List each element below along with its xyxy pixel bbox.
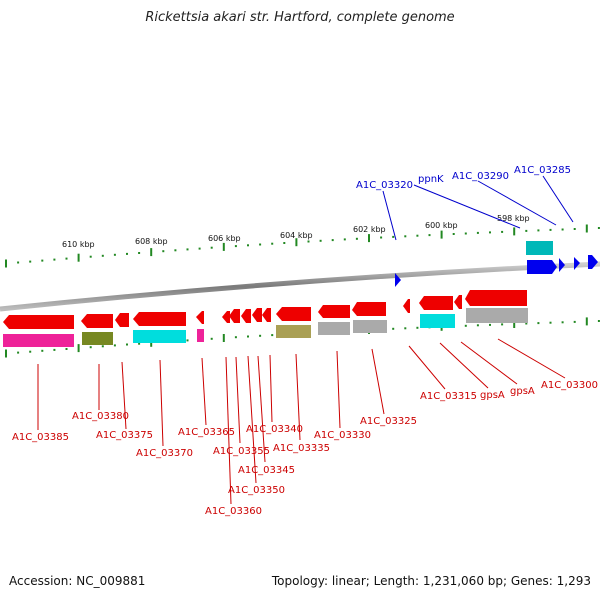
gene-label-a1c-03355: A1C_03355	[213, 446, 270, 457]
scale-label-606: 606 kbp	[208, 234, 241, 243]
gene-arrow-a1c-03335[interactable]	[276, 307, 311, 321]
gene-label-a1c-03290: A1C_03290	[452, 171, 509, 182]
gene-arrow-gpsa-1[interactable]	[419, 296, 453, 310]
cog-box-a1c-03380	[82, 332, 113, 345]
gene-label-a1c-03370: A1C_03370	[136, 448, 193, 459]
gene-arrow-a1c-03290[interactable]	[559, 258, 565, 272]
gene-label-a1c-03285: A1C_03285	[514, 165, 571, 176]
scale-labels: 610 kbp 608 kbp 606 kbp 604 kbp 602 kbp …	[62, 214, 530, 249]
gene-label-a1c-03375: A1C_03375	[96, 430, 153, 441]
gene-arrow-a1c-03375[interactable]	[115, 313, 129, 327]
cog-box-a1c-03330	[318, 322, 350, 335]
gene-arrow-a1c-03340[interactable]	[262, 308, 271, 322]
cog-box-a1c-03335	[276, 325, 311, 338]
scale-label-600: 600 kbp	[425, 221, 458, 230]
gene-arrow-a1c-03355[interactable]	[229, 309, 240, 323]
gene-arrow-a1c-03315[interactable]	[403, 299, 410, 313]
gene-arrow-a1c-03385[interactable]	[3, 315, 74, 329]
gene-arrow-a1c-03370[interactable]	[133, 312, 186, 326]
reverse-strand-genes	[3, 290, 527, 329]
gene-label-gpsa-2: gpsA	[510, 386, 535, 397]
cog-box-a1c-03385	[3, 334, 74, 347]
gene-arrow-a1c-03300[interactable]	[465, 290, 527, 306]
reverse-leader-lines	[37, 338, 566, 505]
accession-text: Accession: NC_009881	[9, 574, 146, 588]
gene-arrow-a1c-03345[interactable]	[252, 308, 262, 322]
gene-label-ppnk: ppnK	[418, 174, 444, 185]
scale-ticks-upper	[5, 224, 600, 268]
cog-box-a1c-03365	[197, 329, 204, 342]
gene-label-a1c-03300: A1C_03300	[541, 380, 598, 391]
scale-label-604: 604 kbp	[280, 231, 313, 240]
gene-arrow-gpsa-2[interactable]	[454, 295, 462, 309]
reverse-gene-labels: A1C_03385 A1C_03380 A1C_03375 A1C_03370 …	[12, 380, 598, 517]
gene-label-a1c-03330: A1C_03330	[314, 430, 371, 441]
topology-text: Topology: linear; Length: 1,231,060 bp; …	[271, 574, 591, 588]
gene-arrow-a1c-03330[interactable]	[318, 305, 350, 318]
gene-arrow-a1c-03285[interactable]	[574, 257, 580, 270]
gene-label-a1c-03385: A1C_03385	[12, 432, 69, 443]
gene-arrow-ppnk[interactable]	[527, 260, 557, 274]
gene-label-a1c-03360: A1C_03360	[205, 506, 262, 517]
forward-gene-labels: A1C_03320 ppnK A1C_03290 A1C_03285	[356, 165, 571, 191]
forward-strand-genes	[395, 241, 598, 287]
gene-arrow-a1c-03360[interactable]	[222, 311, 230, 323]
gene-label-a1c-03315: A1C_03315	[420, 391, 477, 402]
gene-label-a1c-03380: A1C_03380	[72, 411, 129, 422]
gene-label-a1c-03365: A1C_03365	[178, 427, 235, 438]
gene-arrow-a1c-03320[interactable]	[395, 273, 401, 287]
genome-backbone	[0, 261, 600, 312]
scale-label-602: 602 kbp	[353, 225, 386, 234]
gene-arrow-a1c-03285-b[interactable]	[588, 255, 598, 269]
gene-arrow-a1c-03380[interactable]	[81, 314, 113, 328]
gene-label-gpsa-1: gpsA	[480, 390, 505, 401]
gene-label-a1c-03335: A1C_03335	[273, 443, 330, 454]
gene-arrow-a1c-03365[interactable]	[196, 311, 204, 324]
gene-arrow-a1c-03325[interactable]	[352, 302, 386, 316]
gene-arrow-a1c-03350[interactable]	[241, 309, 251, 323]
forward-leader-lines	[382, 175, 574, 241]
cog-boxes-reverse	[3, 308, 528, 347]
gene-label-a1c-03345: A1C_03345	[238, 465, 295, 476]
genome-title: Rickettsia akari str. Hartford, complete…	[145, 10, 455, 25]
scale-label-610: 610 kbp	[62, 240, 95, 249]
scale-label-598: 598 kbp	[497, 214, 530, 223]
cog-box-a1c-03300	[466, 308, 528, 323]
gene-label-a1c-03320: A1C_03320	[356, 180, 413, 191]
cog-box-a1c-03290	[526, 241, 553, 255]
cog-box-a1c-03325	[353, 320, 387, 333]
cog-box-a1c-03370	[133, 330, 186, 343]
gene-label-a1c-03350: A1C_03350	[228, 485, 285, 496]
cog-box-gpsa	[420, 314, 455, 328]
scale-label-608: 608 kbp	[135, 237, 168, 246]
gene-label-a1c-03340: A1C_03340	[246, 424, 303, 435]
gene-label-a1c-03325: A1C_03325	[360, 416, 417, 427]
